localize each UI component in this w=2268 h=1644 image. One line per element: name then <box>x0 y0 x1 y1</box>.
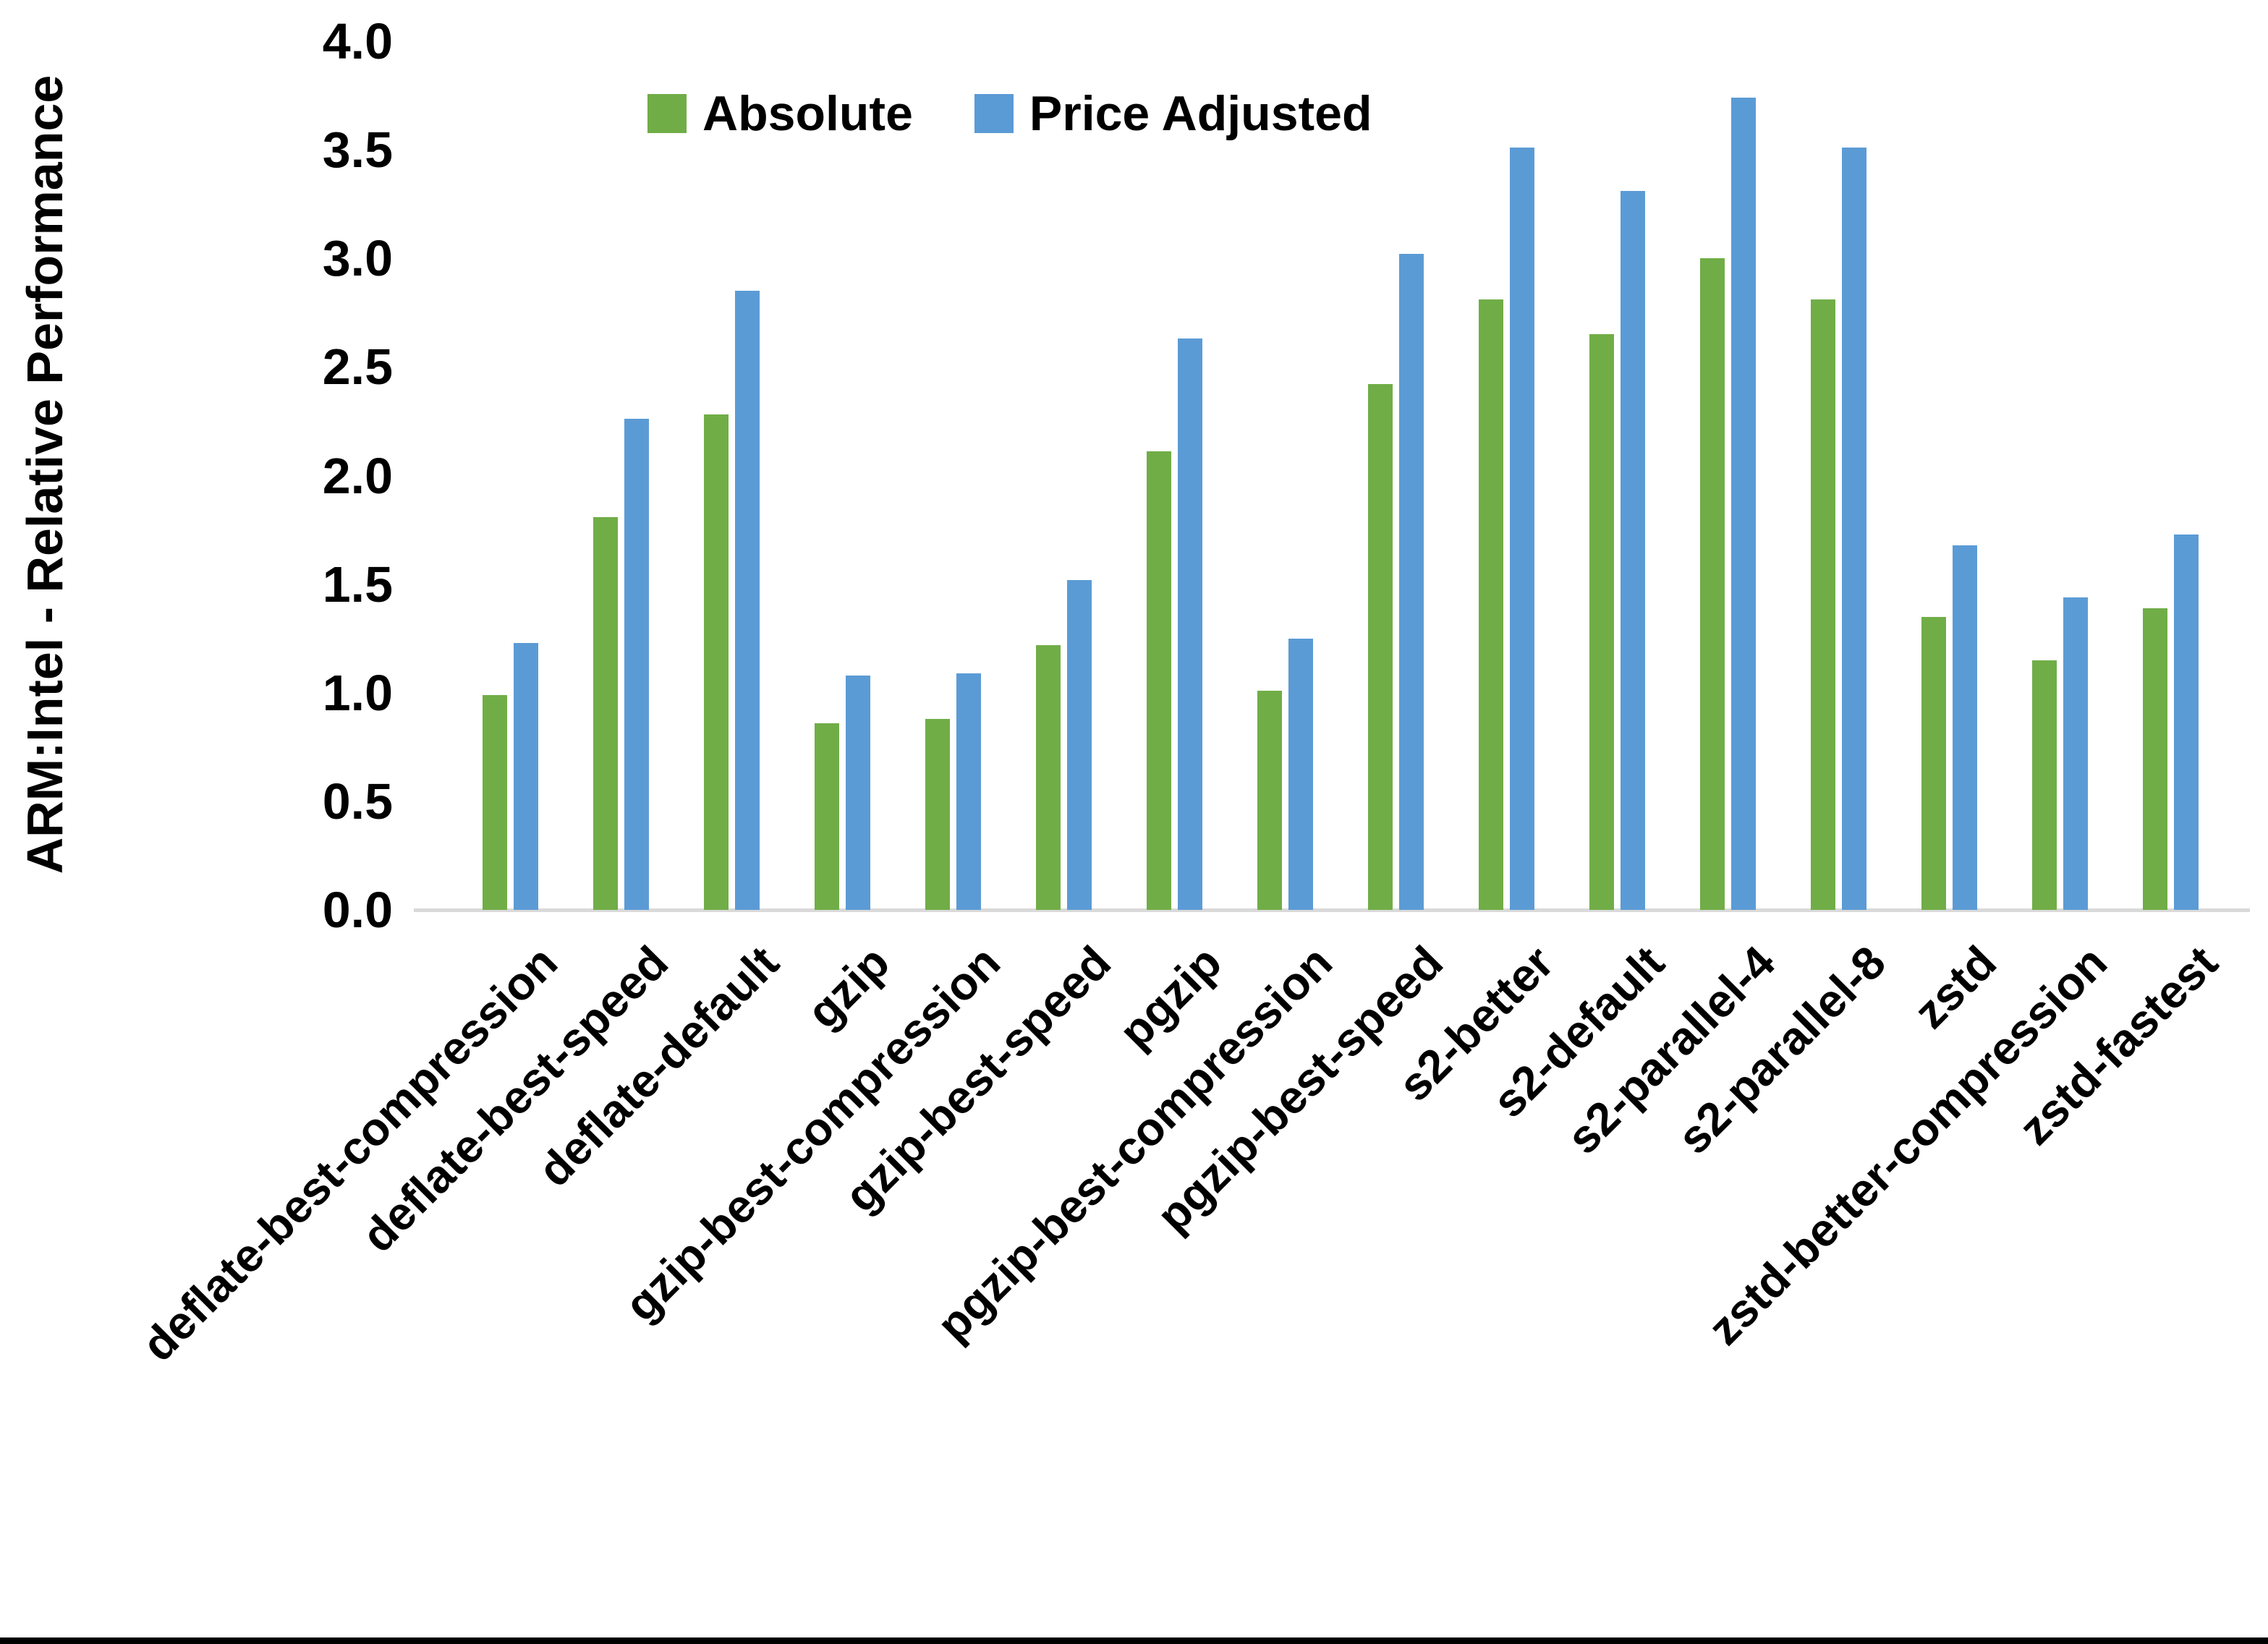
legend: Absolute Price Adjusted <box>647 85 1372 142</box>
price-adjusted-bar-pgzip-best-speed <box>1399 254 1424 910</box>
price-adjusted-bar-deflate-best-speed <box>624 419 649 910</box>
y-tick-label: 3.5 <box>322 122 393 179</box>
absolute-bar-pgzip-best-compression <box>1257 691 1282 910</box>
absolute-bar-s2-better <box>1479 299 1503 910</box>
absolute-bar-deflate-default <box>704 414 729 910</box>
price-adjusted-bar-s2-parallel-8 <box>1842 148 1866 910</box>
absolute-bar-deflate-best-compression <box>483 695 507 910</box>
price-adjusted-bar-s2-parallel-4 <box>1731 98 1756 910</box>
price-adjusted-bar-gzip-best-speed <box>1067 580 1092 910</box>
price-adjusted-bar-deflate-default <box>735 291 760 910</box>
absolute-bar-pgzip <box>1147 451 1171 910</box>
y-tick-label: 1.0 <box>322 664 393 721</box>
absolute-bar-s2-parallel-4 <box>1700 258 1725 910</box>
price-adjusted-bar-pgzip-best-compression <box>1288 639 1313 910</box>
absolute-bar-gzip-best-compression <box>925 719 950 910</box>
price-adjusted-bar-s2-default <box>1621 191 1645 910</box>
y-tick-label: 1.5 <box>322 555 393 613</box>
price-adjusted-bar-zstd <box>1953 545 1977 910</box>
price-adjusted-bar-deflate-best-compression <box>514 643 538 910</box>
absolute-bar-pgzip-best-speed <box>1368 384 1393 910</box>
y-tick-label: 0.0 <box>322 882 393 938</box>
absolute-bar-gzip <box>815 723 839 910</box>
x-axis-line <box>414 908 2250 912</box>
absolute-bar-gzip-best-speed <box>1036 645 1061 910</box>
y-tick-label: 4.0 <box>322 13 393 69</box>
absolute-bar-zstd-better-compression <box>2032 660 2057 910</box>
absolute-series-swatch <box>647 94 687 133</box>
absolute-bar-zstd-fastest <box>2143 608 2167 910</box>
y-axis-title: ARM:Intel - Relative Performance <box>17 74 73 874</box>
y-tick-label: 2.5 <box>322 338 393 396</box>
price-adjusted-bar-gzip-best-compression <box>956 673 981 910</box>
price-adjusted-series-swatch <box>974 94 1014 133</box>
y-tick-label: 3.0 <box>322 230 393 287</box>
absolute-bar-deflate-best-speed <box>593 517 618 910</box>
legend-item-absolute: Absolute <box>647 85 913 142</box>
legend-label-price-adjusted: Price Adjusted <box>1029 86 1372 141</box>
absolute-bar-zstd <box>1921 617 1946 910</box>
legend-item-price-adjusted: Price Adjusted <box>974 85 1372 142</box>
price-adjusted-bar-s2-better <box>1510 148 1534 910</box>
absolute-bar-s2-parallel-8 <box>1811 299 1835 910</box>
legend-label-absolute: Absolute <box>702 86 913 141</box>
y-tick-label: 2.0 <box>322 447 393 504</box>
price-adjusted-bar-pgzip <box>1178 338 1202 910</box>
page-bottom-border <box>0 1637 2268 1644</box>
y-tick-label: 0.5 <box>322 772 393 830</box>
price-adjusted-bar-zstd-fastest <box>2174 534 2199 910</box>
price-adjusted-bar-gzip <box>846 676 870 910</box>
price-adjusted-bar-zstd-better-compression <box>2063 597 2088 910</box>
absolute-bar-s2-default <box>1589 334 1614 910</box>
